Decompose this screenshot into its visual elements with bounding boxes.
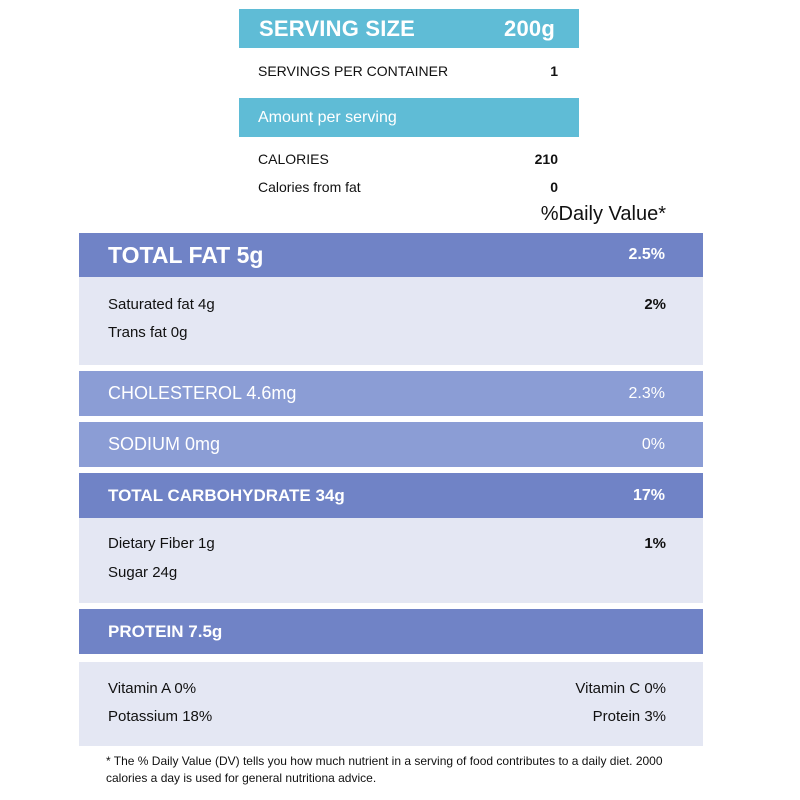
- cholesterol-label: CHOLESTEROL 4.6mg: [108, 383, 297, 403]
- total-fat-pct: 2.5%: [628, 246, 665, 263]
- trans-fat-label: Trans fat 0g: [108, 323, 188, 341]
- sodium-label: SODIUM 0mg: [108, 434, 221, 454]
- protein-bar: PROTEIN 7.5g: [79, 609, 703, 654]
- total-fat-panel: [79, 277, 703, 365]
- vitamin-a: Vitamin A 0%: [108, 679, 197, 697]
- calories-label: CALORIES: [258, 151, 329, 167]
- vitamins-panel: [79, 662, 703, 746]
- daily-value-header: %Daily Value*: [540, 203, 666, 225]
- servings-per-container-value: 1: [550, 63, 558, 79]
- amount-per-serving-bar: Amount per serving: [239, 98, 579, 137]
- protein-label: PROTEIN 7.5g: [108, 621, 223, 641]
- saturated-fat-pct: 2%: [644, 295, 666, 313]
- serving-size-value: 200g: [504, 15, 555, 41]
- calories-row: CALORIES 210: [258, 149, 558, 169]
- serving-size-bar: SERVING SIZE 200g: [239, 9, 579, 48]
- dietary-fiber-pct: 1%: [644, 534, 666, 552]
- protein-dv: Protein 3%: [592, 707, 666, 725]
- total-carbohydrate-bar: TOTAL CARBOHYDRATE 34g 17%: [79, 473, 703, 518]
- dietary-fiber-row: Dietary Fiber 1g 1%: [108, 533, 666, 553]
- saturated-fat-row: Saturated fat 4g 2%: [108, 294, 666, 314]
- vitamin-row-1: Vitamin A 0% Vitamin C 0%: [108, 678, 666, 698]
- total-fat-label: TOTAL FAT 5g: [108, 241, 264, 268]
- vitamin-c: Vitamin C 0%: [575, 679, 666, 697]
- calories-from-fat-value: 0: [550, 179, 558, 195]
- total-carbohydrate-label: TOTAL CARBOHYDRATE 34g: [108, 485, 345, 505]
- total-fat-bar: TOTAL FAT 5g 2.5%: [79, 233, 703, 277]
- calories-from-fat-row: Calories from fat 0: [258, 177, 558, 197]
- total-carbohydrate-panel: [79, 518, 703, 603]
- potassium: Potassium 18%: [108, 707, 213, 725]
- servings-per-container-row: SERVINGS PER CONTAINER 1: [258, 61, 558, 81]
- saturated-fat-label: Saturated fat 4g: [108, 295, 215, 313]
- sugar-row: Sugar 24g: [108, 562, 666, 582]
- sodium-pct: 0%: [641, 435, 665, 453]
- cholesterol-bar: CHOLESTEROL 4.6mg 2.3%: [79, 371, 703, 416]
- vitamin-row-2: Potassium 18% Protein 3%: [108, 706, 666, 726]
- servings-per-container-label: SERVINGS PER CONTAINER: [258, 63, 449, 79]
- calories-value: 210: [534, 151, 558, 167]
- amount-per-serving-label: Amount per serving: [258, 108, 397, 126]
- cholesterol-pct: 2.3%: [628, 384, 665, 402]
- serving-size-label: SERVING SIZE: [259, 15, 416, 41]
- dietary-fiber-label: Dietary Fiber 1g: [108, 534, 215, 552]
- sodium-bar: SODIUM 0mg 0%: [79, 422, 703, 467]
- sugar-label: Sugar 24g: [108, 563, 178, 581]
- trans-fat-row: Trans fat 0g: [108, 322, 666, 342]
- calories-from-fat-label: Calories from fat: [258, 179, 361, 195]
- total-carbohydrate-pct: 17%: [632, 486, 665, 504]
- daily-value-footnote: * The % Daily Value (DV) tells you how m…: [106, 754, 663, 785]
